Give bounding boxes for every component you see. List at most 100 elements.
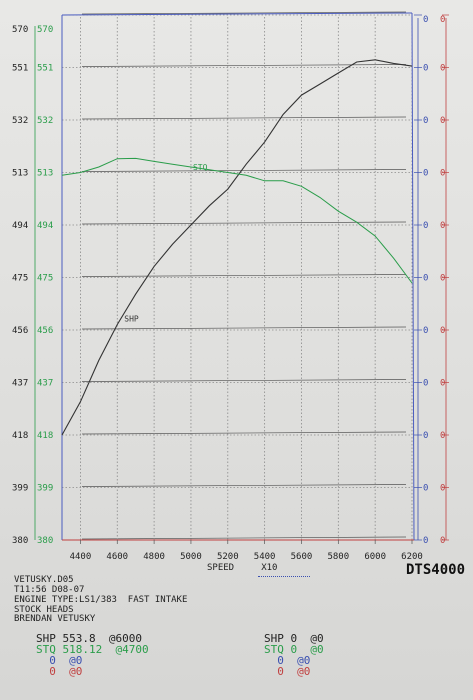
summary-value: 518.12 [55, 643, 103, 656]
y-tick-label-blue: 0 [423, 169, 428, 179]
y-tick-label-blue: 0 [423, 536, 428, 546]
y-tick-label: 418 [12, 431, 28, 441]
h-gridline-ink [81, 64, 407, 67]
x-axis-unit: X10 [261, 563, 278, 573]
owner-name: BRENDAN VETUSKY [14, 614, 96, 624]
summary-label: 0 [264, 654, 284, 667]
summary-row: 0 @0 [264, 654, 310, 667]
run-datetime: T11:56 D08-07 [14, 585, 85, 595]
y-tick-label-red: 0 [440, 15, 445, 25]
y-tick-label: 494 [12, 221, 28, 231]
h-gridline-ink [81, 431, 407, 435]
x-tick-label: 4800 [143, 552, 165, 560]
summary-at: @6000 [95, 632, 142, 645]
y-tick-label-red: 0 [440, 221, 445, 231]
h-gridline-ink [81, 379, 407, 382]
y-tick-label: 456 [12, 326, 28, 336]
summary-at: @0 [283, 665, 311, 678]
x-tick-label: 5000 [180, 552, 202, 560]
summary-label: 0 [36, 654, 56, 667]
series-labels: SHP STQ [124, 163, 207, 324]
file-name: VETUSKY.D05 [14, 575, 74, 585]
y-tick-label-blue: 0 [423, 15, 428, 25]
summary-at: @0 [297, 632, 324, 645]
h-gridline-ink [81, 274, 407, 277]
x-tick-label: 6200 [401, 552, 423, 560]
summary-row: SHP 553.8 @6000 [36, 632, 142, 645]
y-tick-label-red: 0 [440, 274, 445, 284]
y-tick-label-red: 0 [440, 536, 445, 546]
y-tick-label-red: 0 [440, 169, 445, 179]
x-axis-label: SPEED X10 [207, 563, 277, 573]
dotted-rule [258, 576, 310, 577]
y-tick-label-blue: 0 [423, 116, 428, 126]
chart-frame [34, 12, 447, 541]
engine-type: ENGINE TYPE:LS1/383 FAST INTAKE [14, 595, 188, 605]
y-tick-label-blue: 0 [423, 326, 428, 336]
summary-label: STQ [264, 643, 284, 656]
summary-label: SHP [36, 632, 56, 645]
y-tick-label: 551 [12, 64, 28, 74]
y-tick-label-red: 0 [440, 379, 445, 389]
x-tick-label: 5800 [327, 552, 349, 560]
dyno-chart: 570 570 0 0 551 551 0 0 532 532 0 0 513 513 0 0 494 494 0 0… [12, 11, 449, 560]
y-tick-label-red: 0 [440, 116, 445, 126]
summary-row: 0 @0 [36, 654, 82, 667]
y-tick-label-blue: 0 [423, 379, 428, 389]
y-tick-label: 532 [12, 116, 28, 126]
y-tick-label-green: 570 [37, 25, 53, 35]
x-tick-label: 5600 [291, 552, 313, 560]
y-tick-label-blue: 0 [423, 431, 428, 441]
summary-row: 0 @0 [36, 665, 83, 678]
summary-value: 553.8 [55, 632, 96, 645]
x-tick-label: 5400 [254, 552, 276, 560]
summary-row: SHP 0 @0 [264, 632, 324, 645]
summary-row: STQ 0 @0 [264, 643, 324, 656]
y-tick-label: 570 [12, 25, 28, 35]
y-tick-label: 513 [12, 169, 28, 179]
summary-at: @0 [55, 665, 83, 678]
series-label-stq: STQ [193, 163, 208, 172]
right-axis-line [411, 12, 415, 541]
summary-label: 0 [264, 665, 284, 678]
series-line-stq [61, 157, 413, 284]
h-gridline-ink [81, 116, 407, 120]
summary-value: 0 [283, 643, 298, 656]
heads-note: STOCK HEADS [14, 605, 74, 615]
y-tick-label-red: 0 [440, 431, 445, 441]
y-tick-label-blue: 0 [423, 221, 428, 231]
summary-row: 0 @0 [264, 665, 311, 678]
summary-row: STQ 518.12 @4700 [36, 643, 149, 656]
h-gridline-ink [81, 11, 407, 15]
y-tick-label: 380 [12, 536, 28, 546]
y-tick-label-green: 437 [37, 379, 53, 389]
summary-value: 0 [283, 632, 298, 645]
summary-at: @0 [297, 643, 324, 656]
summary-label: STQ [36, 643, 56, 656]
x-tick-label: 6000 [364, 552, 386, 560]
h-gridline-ink [81, 326, 407, 330]
y-tick-label-green: 494 [37, 221, 53, 231]
summary-label: SHP [264, 632, 284, 645]
chart-series [61, 59, 413, 436]
y-tick-label-green: 513 [37, 169, 53, 179]
y-tick-label-green: 532 [37, 116, 53, 126]
x-axis-title: SPEED [207, 563, 235, 573]
axis-ticks: 570 570 0 0 551 551 0 0 532 532 0 0 513 513 0 0 494 494 0 0… [12, 14, 449, 560]
y-tick-label: 437 [12, 379, 28, 389]
y-tick-label-red: 0 [440, 64, 445, 74]
series-line-shp [61, 59, 413, 436]
summary-label: 0 [36, 665, 56, 678]
y-tick-label-green: 380 [37, 536, 53, 546]
summary-at: @4700 [102, 643, 149, 656]
series-label-shp: SHP [124, 314, 139, 323]
brand-logo: DTS4000 [406, 562, 466, 578]
x-tick-label: 4400 [70, 552, 92, 560]
y-tick-label-green: 456 [37, 326, 53, 336]
y-tick-label-green: 551 [37, 64, 53, 74]
y-tick-label-green: 475 [37, 274, 53, 284]
h-gridline-ink [81, 536, 407, 540]
h-gridline-ink [81, 169, 407, 172]
top-axis-line [61, 12, 413, 16]
